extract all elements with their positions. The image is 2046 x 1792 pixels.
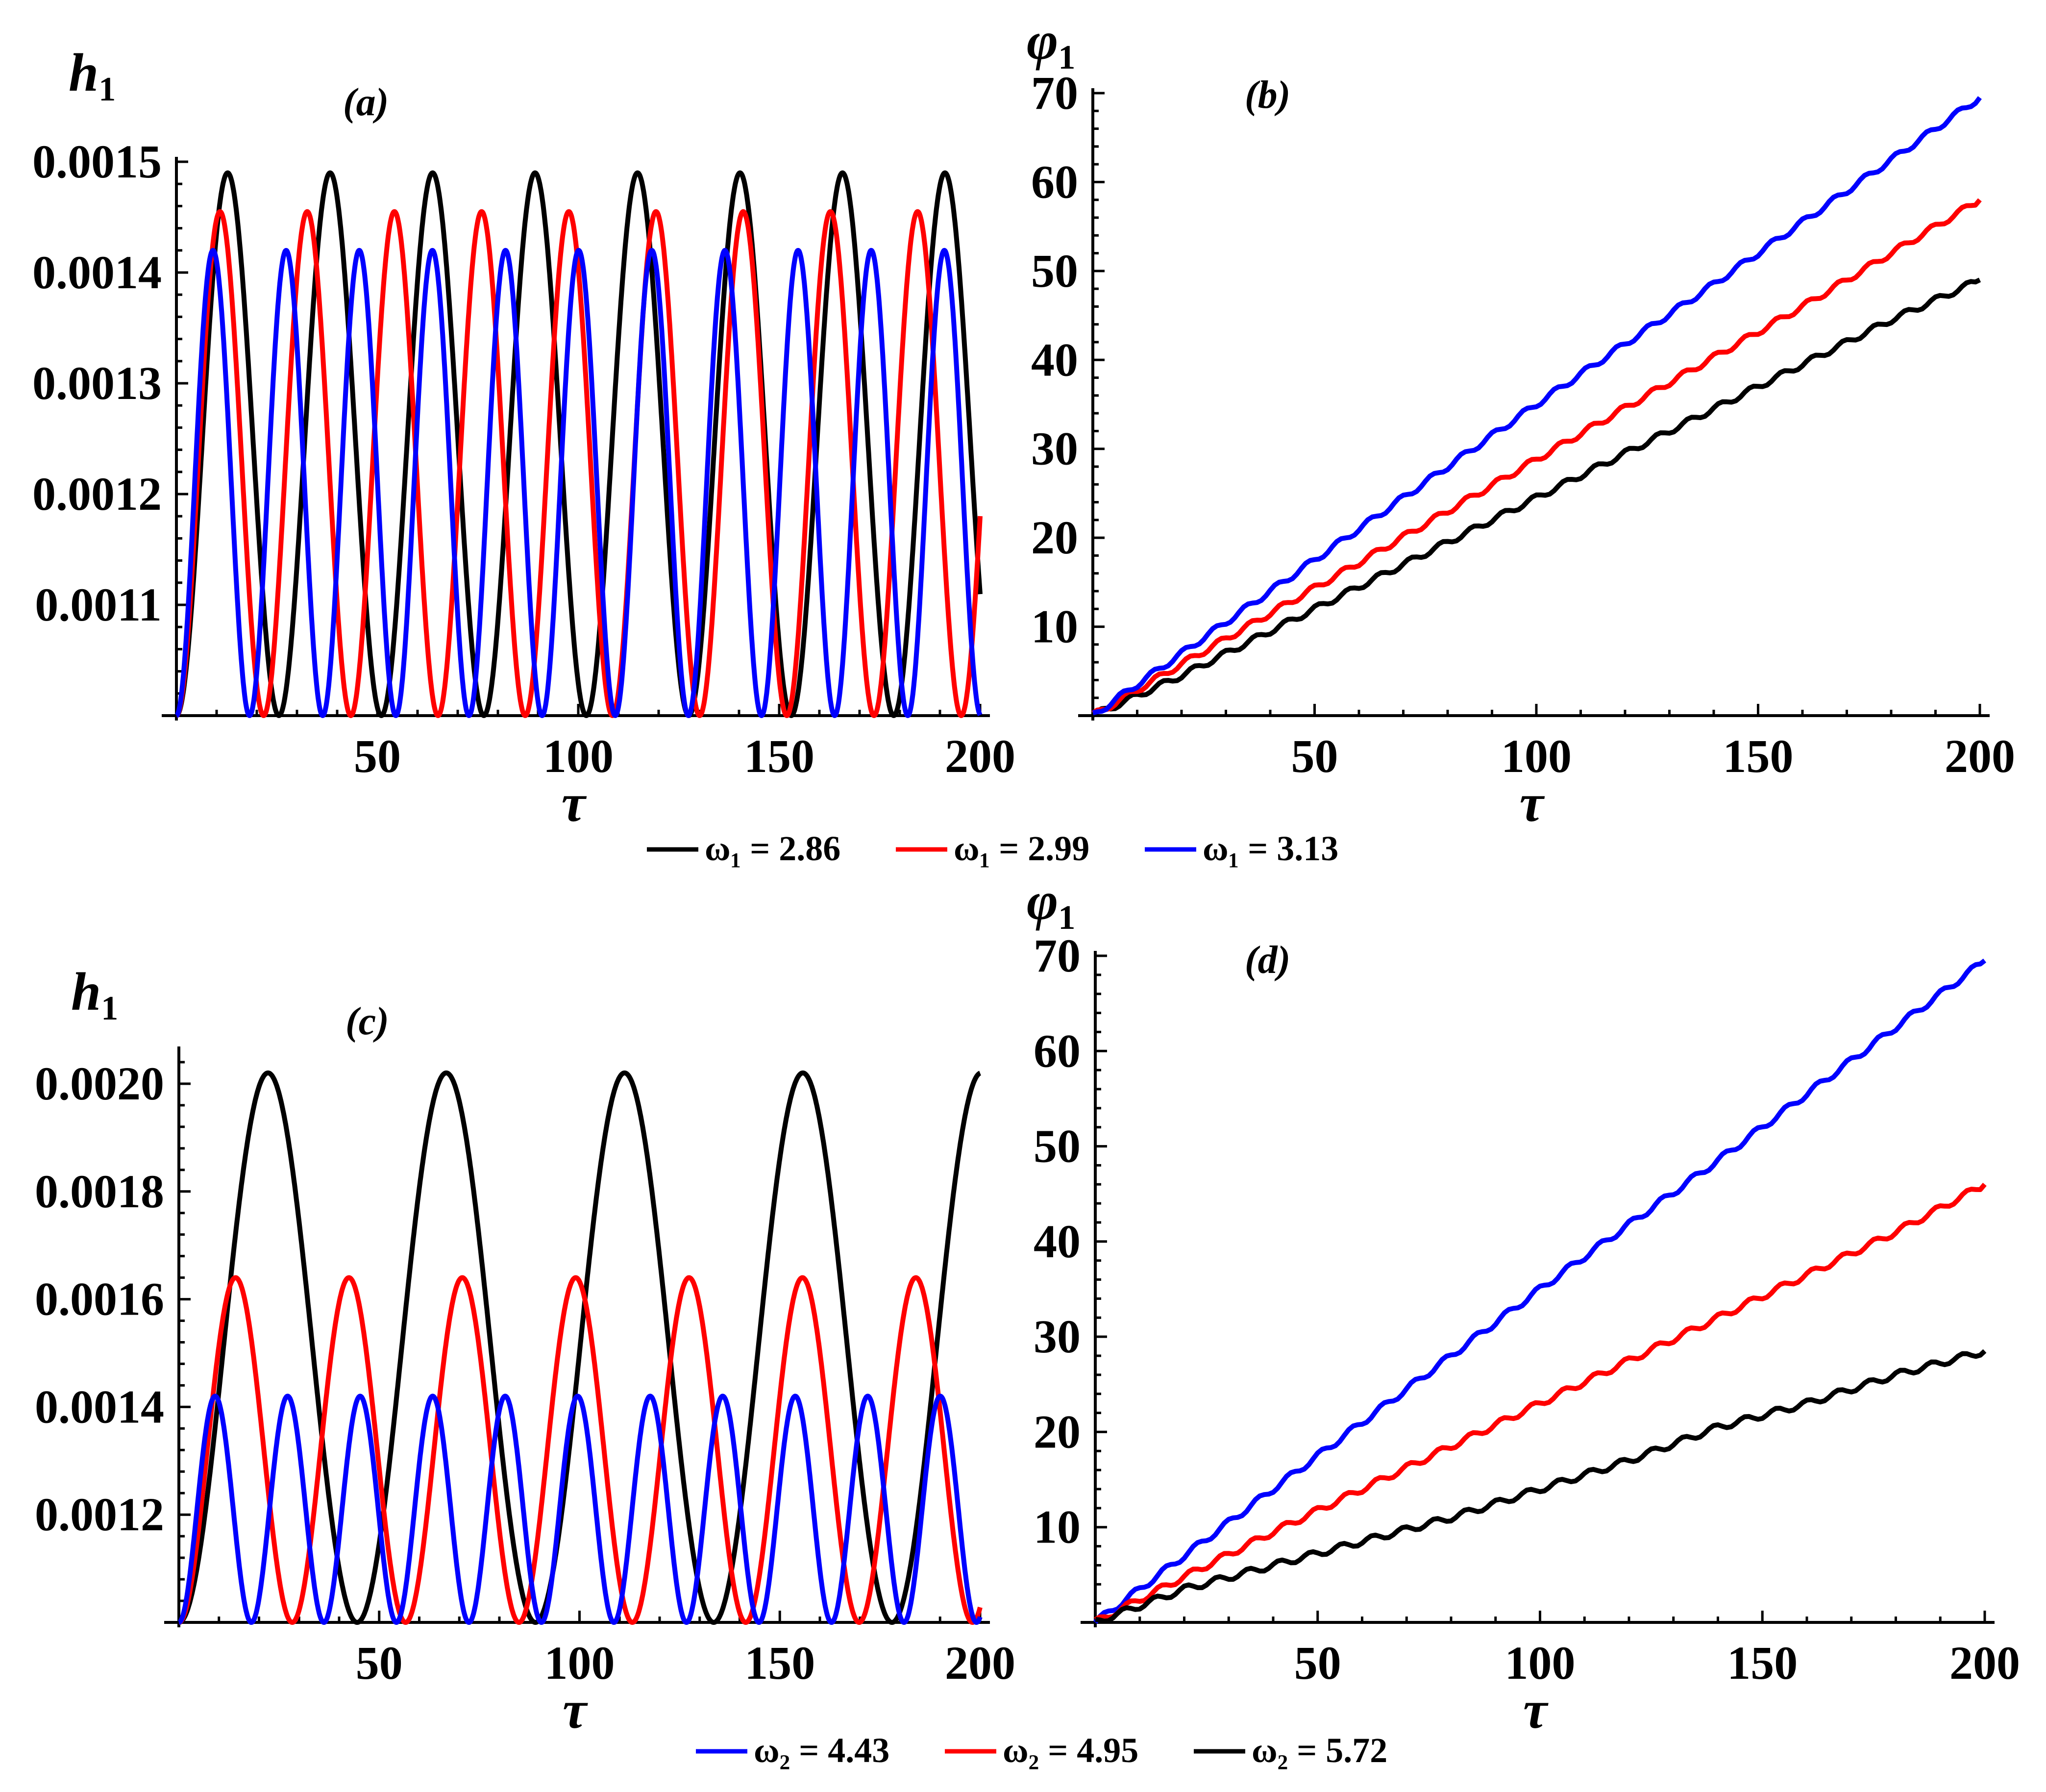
series-line-d-2 [1095, 1349, 1987, 1624]
y-tick-label: 0.0012 [32, 468, 162, 520]
y-tick-label: 0.0016 [35, 1273, 164, 1325]
panel-label: (c) [345, 1000, 389, 1043]
y-tick-label: 0.0011 [35, 578, 162, 631]
x-tick-label: 50 [1291, 730, 1338, 782]
y-tick-label: 40 [1031, 333, 1078, 386]
y-tick-label: 50 [1031, 245, 1078, 297]
x-tick-label: 200 [945, 730, 1015, 782]
panel-c: 50 100 150 200 0.0012 0.0014 0.0016 0.0018 0.002… [35, 962, 1015, 1740]
series-line-d-1 [1094, 1183, 1987, 1622]
x-tick-label: 150 [1723, 730, 1794, 782]
series-line-b-2 [1092, 96, 1982, 716]
x-tick-label: 100 [1501, 730, 1572, 782]
panel-label: (a) [343, 81, 389, 124]
x-tick-label: 100 [543, 730, 614, 782]
legend-label: ω₂ = 5.72 [1252, 1731, 1387, 1770]
series-line-b-1 [1091, 198, 1982, 715]
y-tick-label: 20 [1031, 511, 1078, 564]
y-tick-label: 10 [1031, 600, 1078, 653]
legend-label: ω₂ = 4.43 [754, 1731, 889, 1770]
series-line-a-2 [174, 248, 983, 718]
legend-label: ω₂ = 4.95 [1003, 1731, 1138, 1770]
legend-label: ω₁ = 2.86 [705, 829, 840, 868]
y-tick-label: 0.0018 [35, 1165, 164, 1218]
y-tick-label: 0.0014 [32, 246, 162, 299]
y-axis-label: φ1 [1027, 871, 1075, 937]
y-tick-label: 0.0020 [35, 1057, 164, 1110]
y-tick-label: 10 [1034, 1501, 1081, 1553]
panel-a: 50 100 150 200 0.0011 0.0012 0.0013 0.0014 0.001… [32, 43, 1015, 833]
panel-label: (b) [1245, 74, 1290, 117]
x-tick-label: 200 [1949, 1637, 2020, 1689]
y-tick-label: 50 [1034, 1120, 1081, 1172]
legend-label: ω₁ = 2.99 [954, 829, 1089, 868]
legend-top: ω₁ = 2.86 ω₁ = 2.99 ω₁ = 3.13 [647, 829, 1338, 868]
x-tick-label: 100 [544, 1637, 615, 1689]
legend-label: ω₁ = 3.13 [1203, 829, 1338, 868]
y-tick-label: 0.0014 [35, 1380, 164, 1433]
x-axis-label: τ [562, 773, 587, 833]
series-line-a-0 [174, 170, 983, 718]
y-tick-label: 70 [1034, 929, 1081, 982]
y-tick-label: 0.0015 [32, 135, 162, 188]
series-line-b-0 [1091, 277, 1981, 718]
x-tick-label: 200 [1945, 730, 2015, 782]
series-line-c-2 [177, 1394, 983, 1625]
y-tick-label: 60 [1034, 1024, 1081, 1077]
x-tick-label: 150 [744, 1637, 815, 1689]
x-axis-label: τ [1523, 1680, 1549, 1740]
y-tick-label: 30 [1034, 1310, 1081, 1363]
y-tick-label: 30 [1031, 423, 1078, 475]
series-line-c-1 [177, 1275, 983, 1625]
y-tick-label: 70 [1031, 67, 1078, 119]
panel-label: (d) [1245, 939, 1290, 982]
y-axis-label: h1 [71, 962, 118, 1027]
y-axis-label: h1 [69, 43, 116, 108]
legend-bottom: ω₂ = 4.43 ω₂ = 4.95 ω₂ = 5.72 [696, 1731, 1387, 1770]
x-tick-label: 50 [356, 1637, 403, 1689]
x-tick-label: 200 [945, 1637, 1015, 1689]
y-tick-label: 0.0012 [35, 1488, 164, 1541]
x-tick-label: 50 [1294, 1637, 1341, 1689]
series-line-a-1 [174, 209, 983, 718]
y-tick-label: 40 [1034, 1215, 1081, 1268]
y-axis-label: φ1 [1027, 11, 1075, 76]
x-tick-label: 150 [744, 730, 814, 782]
y-tick-label: 60 [1031, 155, 1078, 208]
series-line-d-0 [1093, 958, 1987, 1624]
x-axis-label: τ [1520, 773, 1545, 833]
x-tick-label: 100 [1505, 1637, 1576, 1689]
series-line-c-0 [177, 1070, 982, 1625]
x-tick-label: 150 [1727, 1637, 1798, 1689]
y-tick-label: 0.0013 [32, 357, 162, 409]
x-axis-label: τ [563, 1680, 588, 1740]
y-tick-label: 20 [1034, 1405, 1081, 1458]
x-tick-label: 50 [354, 730, 401, 782]
